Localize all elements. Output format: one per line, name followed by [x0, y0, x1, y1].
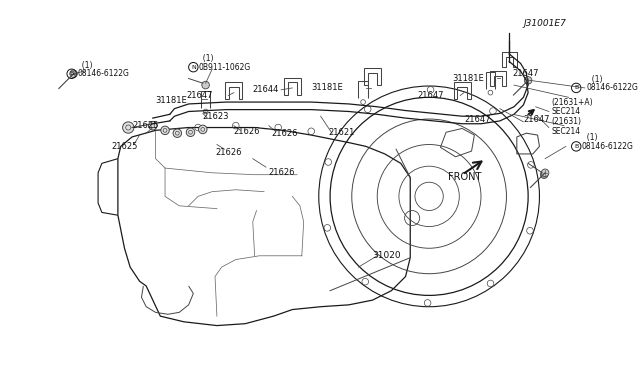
- Text: SEC214: SEC214: [552, 107, 581, 116]
- Circle shape: [541, 169, 549, 177]
- Text: 21626: 21626: [215, 148, 241, 157]
- Text: 21626: 21626: [269, 168, 295, 177]
- Text: (21631+A): (21631+A): [552, 97, 593, 106]
- Text: 21625: 21625: [111, 142, 138, 151]
- Circle shape: [202, 81, 209, 89]
- Text: (1): (1): [77, 61, 93, 70]
- Text: 21625: 21625: [132, 121, 159, 130]
- Text: (1): (1): [587, 75, 602, 84]
- Text: (1): (1): [582, 134, 597, 142]
- Text: SEC214: SEC214: [552, 127, 581, 136]
- Text: 21644: 21644: [253, 85, 279, 94]
- Text: J31001E7: J31001E7: [524, 19, 566, 28]
- Text: 21647: 21647: [418, 91, 444, 100]
- Text: 21623: 21623: [203, 112, 229, 121]
- Circle shape: [186, 128, 195, 137]
- Text: B: B: [574, 144, 579, 149]
- Text: FRONT: FRONT: [448, 171, 481, 182]
- Circle shape: [148, 121, 157, 130]
- Text: (21631): (21631): [552, 118, 582, 126]
- Circle shape: [70, 70, 77, 77]
- Circle shape: [198, 125, 207, 134]
- Text: 21647: 21647: [524, 115, 550, 125]
- Text: 31181E: 31181E: [452, 74, 484, 83]
- Text: B: B: [70, 71, 74, 76]
- Text: 21647: 21647: [187, 91, 213, 100]
- Text: 21626: 21626: [271, 129, 298, 138]
- Circle shape: [123, 122, 134, 133]
- Text: 08146-6122G: 08146-6122G: [582, 142, 634, 151]
- Text: 31181E: 31181E: [311, 83, 343, 92]
- Text: B: B: [574, 86, 579, 90]
- Text: 08146-6122G: 08146-6122G: [587, 83, 639, 92]
- Text: N: N: [191, 65, 196, 70]
- Text: 21626: 21626: [234, 127, 260, 136]
- Text: 08146-6122G: 08146-6122G: [77, 69, 129, 78]
- Circle shape: [540, 171, 548, 179]
- Text: 21621: 21621: [328, 128, 355, 137]
- Text: 21647: 21647: [512, 69, 539, 78]
- Circle shape: [524, 77, 532, 84]
- Text: (1): (1): [198, 54, 214, 63]
- Text: 0B911-1062G: 0B911-1062G: [198, 62, 250, 72]
- Circle shape: [161, 126, 170, 135]
- Text: 31020: 31020: [372, 251, 401, 260]
- Circle shape: [173, 129, 182, 137]
- Text: 21647: 21647: [464, 115, 490, 125]
- Text: 31181E: 31181E: [156, 96, 188, 105]
